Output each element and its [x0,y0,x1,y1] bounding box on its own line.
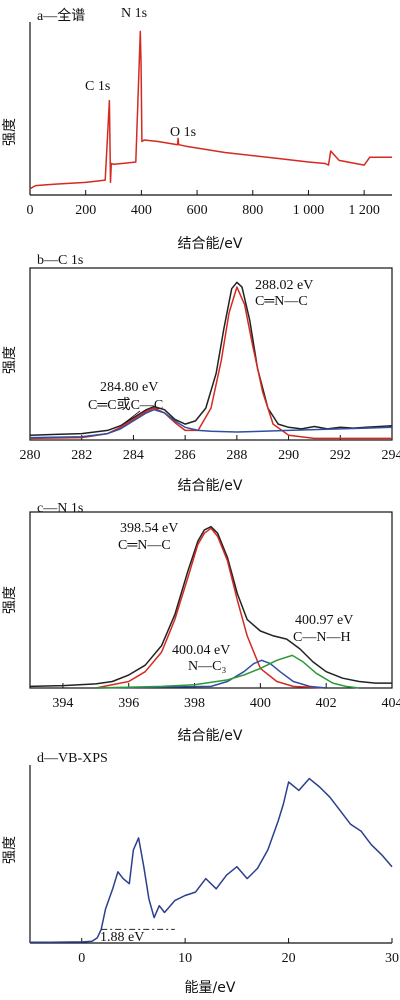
annotation-284-value: 284.80 eV [100,380,158,395]
plot-frame [29,511,393,689]
panel-a-ylabel: 强度 [2,118,18,146]
x-tick-label: 294 [382,448,400,463]
series-line-navy [30,777,393,943]
x-tick-label: 30 [385,951,399,966]
x-tick-label: 400 [131,203,152,218]
x-tick-label: 800 [242,203,263,218]
x-tick-label: 292 [330,448,351,463]
plot-3: 0 10 20 30 [29,765,399,966]
x-tick-label: 0 [27,203,34,218]
panel-b-ylabel: 强度 [2,346,18,374]
series-line-green [95,654,360,689]
panel-d-xlabel: 能量/eV [185,980,236,996]
series-line-black [29,281,393,436]
x-tick-label: 404 [382,696,400,711]
x-tick-label: 0 [78,951,85,966]
plot-frame [29,267,393,441]
panel-d-ylabel: 强度 [2,836,18,864]
plot-2: 394 396 398 400 402 404 [29,511,400,711]
peak-label-c1s: C 1s [85,79,110,94]
annotation-401-bond: C—N—H [293,630,351,645]
panel-d-label: d—VB-XPS [37,751,108,766]
series-line-red [29,30,392,190]
x-tick-label: 290 [278,448,299,463]
annotation-288-bond: C═N—C [255,294,308,309]
x-tick-label: 1 000 [293,203,325,218]
panel-b: b—C 1s 强度 结合能/eV 288.02 eV C═N—C 284.80 … [2,253,313,494]
series-line-red [29,286,392,440]
series-line-blue [95,659,327,689]
annotation-401-value: 400.97 eV [295,613,353,628]
annotation-400-bond: N—C₃ [188,659,226,674]
peak-label-n1s: N 1s [121,6,147,21]
x-tick-label: 284 [123,448,144,463]
plot-0: 0 200 400 600 800 1 000 1 200 [27,22,392,218]
x-tick-label: 286 [175,448,196,463]
peak-label-o1s: O 1s [170,125,196,140]
panel-d: d—VB-XPS 强度 能量/eV 1.88 eV [2,751,236,996]
panel-c-xlabel: 结合能/eV [178,728,243,744]
x-tick-label: 396 [118,696,139,711]
panel-a-xlabel: 结合能/eV [178,236,243,252]
x-tick-label: 1 200 [348,203,380,218]
series-line-red [95,527,327,689]
x-tick-label: 10 [178,951,192,966]
series-line-blue [29,408,393,439]
panel-a-label: a—全谱 [37,7,85,24]
annotation-vb-value: 1.88 eV [100,930,144,945]
annotation-398-bond: C═N—C [118,538,171,553]
annotation-288-value: 288.02 eV [255,278,313,293]
x-tick-label: 400 [250,696,271,711]
x-tick-label: 280 [20,448,41,463]
plot-1: 280 282 284 286 288 290 292 294 [20,267,400,463]
annotation-284-bond: C═C或C—C [88,397,163,413]
x-tick-label: 282 [71,448,92,463]
x-tick-label: 402 [316,696,337,711]
panel-b-label: b—C 1s [37,253,83,268]
x-tick-label: 398 [184,696,205,711]
x-tick-label: 200 [75,203,96,218]
series-line-black [29,525,392,688]
x-tick-label: 600 [187,203,208,218]
annotation-400-value: 400.04 eV [172,643,230,658]
panel-c-ylabel: 强度 [2,586,18,614]
x-tick-label: 394 [52,696,73,711]
x-tick-label: 288 [226,448,247,463]
x-tick-label: 20 [282,951,296,966]
annotation-398-value: 398.54 eV [120,521,178,536]
panel-a: a—全谱 强度 结合能/eV C 1s N 1s O 1s [2,6,243,252]
panel-c-label: c—N 1s [37,501,83,516]
panel-b-xlabel: 结合能/eV [178,478,243,494]
